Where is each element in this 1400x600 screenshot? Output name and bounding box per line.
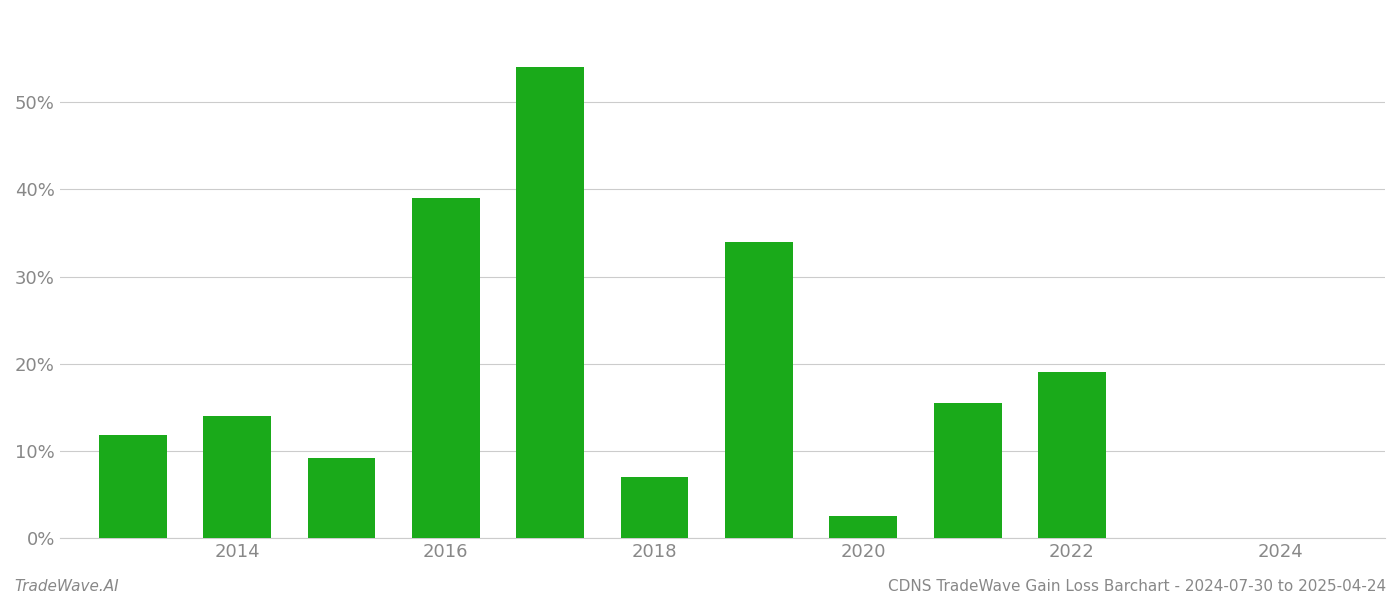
Bar [620, 477, 689, 538]
Bar [308, 458, 375, 538]
Bar [829, 517, 897, 538]
Bar [934, 403, 1001, 538]
Bar [517, 67, 584, 538]
Bar [1037, 373, 1106, 538]
Text: TradeWave.AI: TradeWave.AI [14, 579, 119, 594]
Text: CDNS TradeWave Gain Loss Barchart - 2024-07-30 to 2025-04-24: CDNS TradeWave Gain Loss Barchart - 2024… [888, 579, 1386, 594]
Bar [725, 242, 792, 538]
Bar [99, 435, 167, 538]
Bar [203, 416, 272, 538]
Bar [412, 198, 480, 538]
